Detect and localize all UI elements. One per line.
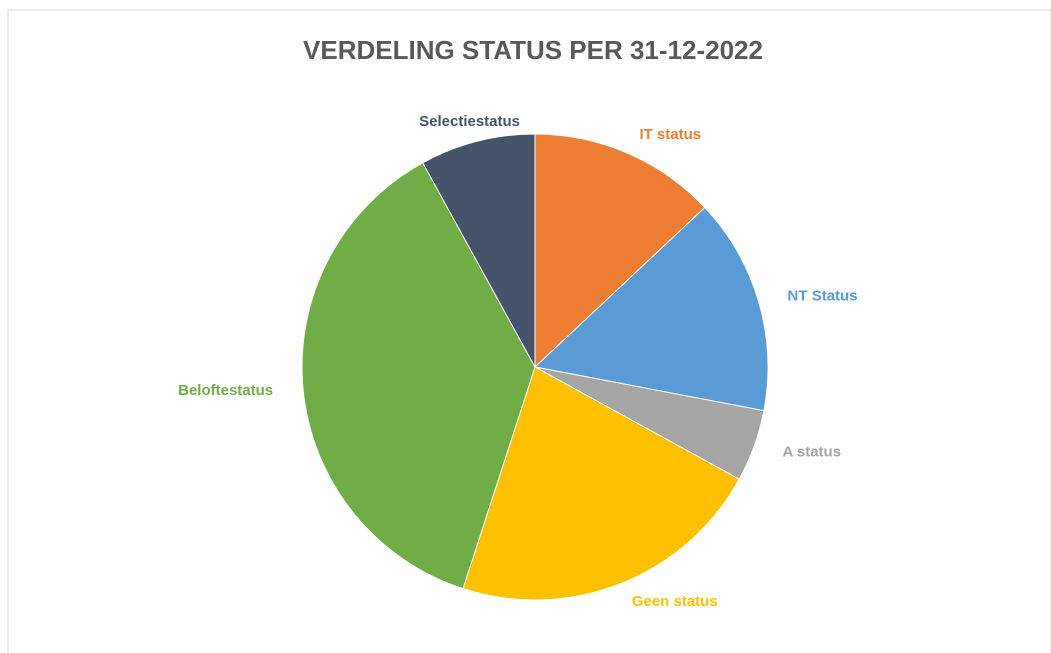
chart-title: VERDELING STATUS PER 31-12-2022 — [303, 35, 763, 65]
pie-slice — [301, 162, 536, 590]
pie-slice — [462, 366, 740, 601]
slice-label: Beloftestatus — [178, 382, 273, 399]
pie-slice — [533, 206, 769, 412]
pie-slice — [534, 133, 706, 369]
pie-slice — [422, 133, 536, 368]
slice-label: A status — [782, 444, 841, 461]
slice-label: NT Status — [788, 287, 858, 304]
slice-label: Geen status — [632, 593, 718, 610]
slice-label: Selectiestatus — [419, 113, 520, 130]
slice-label: IT status — [639, 126, 701, 143]
